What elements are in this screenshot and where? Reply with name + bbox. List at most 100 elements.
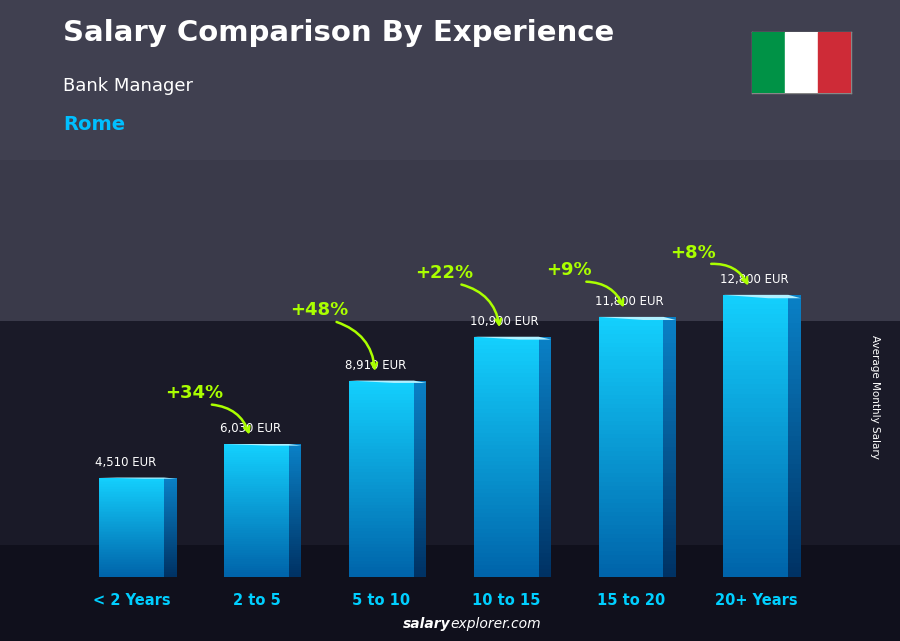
Bar xyxy=(473,501,538,505)
Bar xyxy=(224,535,289,537)
Bar xyxy=(598,390,663,395)
Bar xyxy=(473,417,538,420)
Bar xyxy=(724,492,788,497)
Bar xyxy=(289,557,302,559)
Bar xyxy=(538,381,551,385)
Bar xyxy=(349,417,414,420)
Bar xyxy=(724,502,788,506)
Bar xyxy=(788,506,801,511)
Bar xyxy=(99,544,164,545)
Bar xyxy=(289,537,302,539)
Bar xyxy=(788,361,801,365)
Bar xyxy=(788,328,801,333)
Bar xyxy=(164,492,176,494)
Bar xyxy=(598,564,663,568)
Bar xyxy=(224,457,289,460)
Bar xyxy=(414,512,427,515)
Text: +34%: +34% xyxy=(165,384,223,402)
Bar xyxy=(99,532,164,534)
Bar xyxy=(224,563,289,566)
Bar xyxy=(349,544,414,547)
Bar xyxy=(99,555,164,557)
Bar xyxy=(663,399,676,404)
Bar xyxy=(164,545,176,547)
Bar xyxy=(414,423,427,426)
Bar xyxy=(598,464,663,469)
Bar xyxy=(414,429,427,433)
Bar xyxy=(598,326,663,330)
Bar xyxy=(788,337,801,342)
Bar xyxy=(788,342,801,347)
Bar xyxy=(164,539,176,540)
Bar xyxy=(164,574,176,575)
Bar xyxy=(538,465,551,469)
Bar xyxy=(224,557,289,559)
Bar xyxy=(164,484,176,486)
Bar xyxy=(164,515,176,517)
Bar xyxy=(99,522,164,524)
Text: 8,910 EUR: 8,910 EUR xyxy=(345,359,407,372)
Bar xyxy=(164,481,176,483)
Bar xyxy=(473,420,538,425)
Bar xyxy=(663,442,676,447)
Bar xyxy=(414,403,427,407)
Bar xyxy=(538,481,551,485)
Bar xyxy=(99,563,164,565)
Bar xyxy=(788,469,801,474)
Bar xyxy=(224,562,289,563)
Bar xyxy=(598,486,663,490)
Bar xyxy=(724,506,788,511)
Bar xyxy=(538,449,551,453)
Bar xyxy=(349,528,414,531)
Bar xyxy=(538,417,551,420)
Bar xyxy=(289,455,302,457)
Bar xyxy=(663,508,676,512)
Bar xyxy=(473,361,538,365)
Bar xyxy=(164,506,176,507)
Bar xyxy=(473,469,538,473)
Bar xyxy=(473,353,538,357)
Bar xyxy=(663,568,676,572)
Bar xyxy=(224,515,289,517)
Bar xyxy=(414,541,427,544)
Bar xyxy=(788,370,801,375)
Bar xyxy=(538,553,551,557)
Bar xyxy=(99,479,164,481)
Bar xyxy=(224,559,289,562)
Bar xyxy=(598,560,663,564)
Bar xyxy=(164,526,176,527)
Bar xyxy=(224,469,289,470)
Bar xyxy=(414,498,427,502)
Bar xyxy=(414,390,427,394)
Bar xyxy=(788,450,801,454)
Bar xyxy=(289,479,302,481)
Bar xyxy=(349,512,414,515)
Text: 10,900 EUR: 10,900 EUR xyxy=(470,315,538,328)
Bar xyxy=(164,534,176,535)
Bar xyxy=(349,433,414,436)
Bar xyxy=(538,345,551,349)
Bar xyxy=(224,470,289,473)
Bar xyxy=(99,495,164,497)
Bar xyxy=(164,557,176,559)
Bar xyxy=(598,503,663,508)
Bar xyxy=(414,524,427,528)
Bar xyxy=(99,497,164,499)
Bar xyxy=(164,562,176,563)
Bar xyxy=(289,451,302,453)
Bar xyxy=(164,549,176,551)
Bar xyxy=(224,522,289,524)
Bar xyxy=(598,460,663,464)
Bar xyxy=(99,534,164,535)
Bar xyxy=(349,410,414,413)
Bar xyxy=(598,456,663,460)
Bar xyxy=(473,385,538,388)
Bar xyxy=(224,570,289,572)
Bar xyxy=(538,537,551,541)
Bar xyxy=(0,320,900,641)
Bar xyxy=(788,403,801,408)
Bar xyxy=(164,511,176,512)
Bar xyxy=(598,373,663,378)
Bar xyxy=(598,442,663,447)
Bar xyxy=(99,506,164,507)
